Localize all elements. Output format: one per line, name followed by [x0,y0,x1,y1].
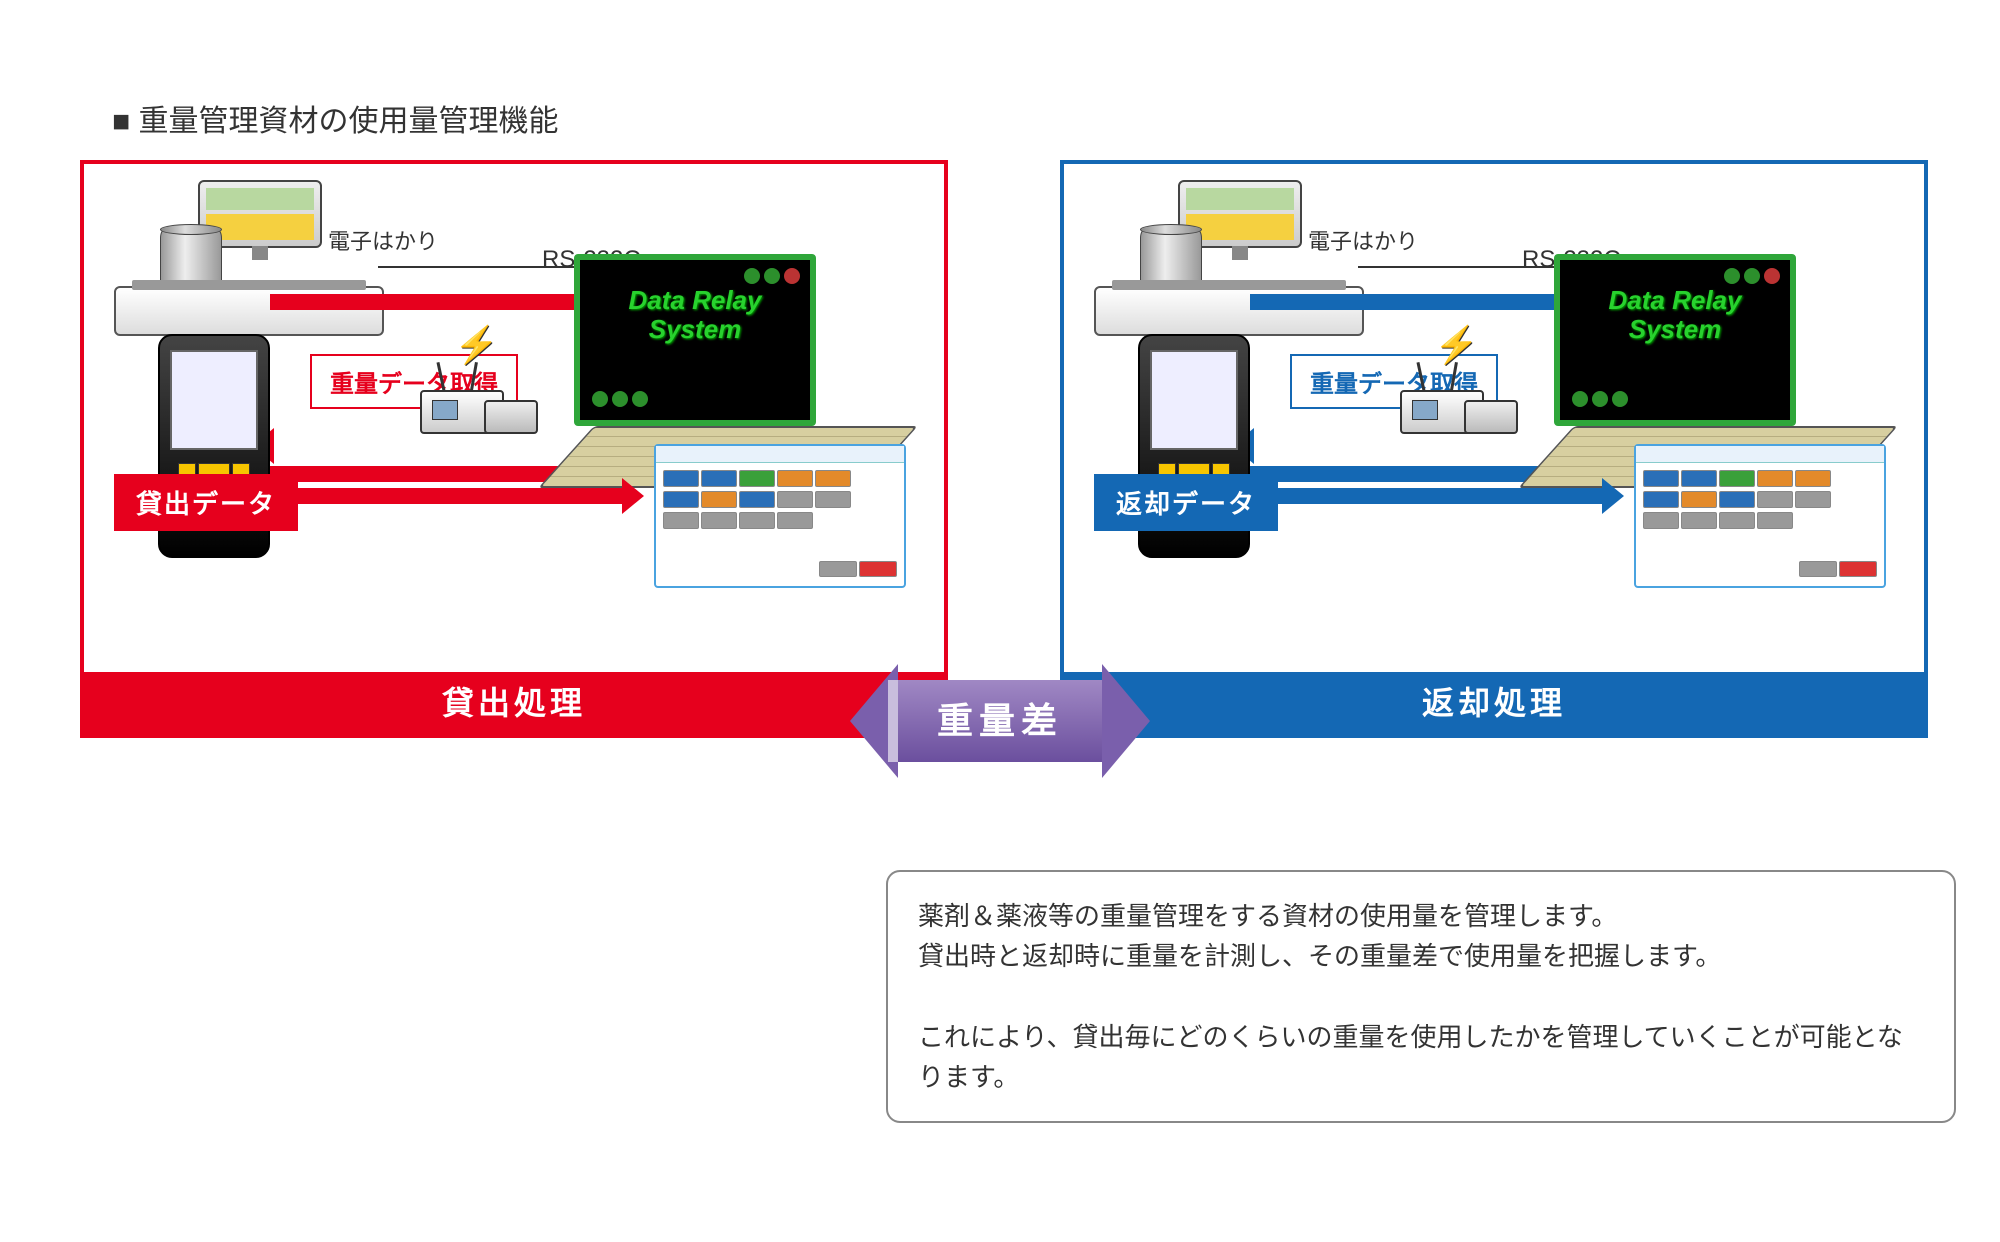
lend-data-tag: 貸出データ [114,474,298,531]
return-data-tag: 返却データ [1094,474,1278,531]
return-arrow [1262,488,1604,504]
monitor-title-1: Data Relay [1609,285,1742,315]
relay-monitor-icon: Data RelaySystem [1554,254,1796,426]
monitor-title-1: Data Relay [629,285,762,315]
section-title: 重量管理資材の使用量管理機能 [112,96,558,140]
app-buttons [656,463,904,534]
monitor-title-2: System [1629,314,1722,344]
radio-base-icon [420,378,530,434]
scale-label: 電子はかり [1308,224,1418,256]
app-window-icon [654,444,906,588]
return-panel: 電子はかり RS-232C 重量データ取得 ⚡ Data RelaySystem [1060,160,1928,738]
note-line-2: 貸出時と返却時に重量を計測し、その重量差で使用量を把握します。 [918,941,1721,971]
note-line-3: これにより、貸出毎にどのくらいの重量を使用したかを管理していくことが可能となりま… [918,1022,1903,1092]
monitor-title-2: System [649,314,742,344]
radio-base-icon [1400,378,1510,434]
lend-arrow [282,488,624,504]
return-footer: 返却処理 [1064,672,1924,734]
description-note: 薬剤＆薬液等の重量管理をする資材の使用量を管理します。 貸出時と返却時に重量を計… [886,870,1956,1123]
app-window-icon [1634,444,1886,588]
wireless-icon: ⚡ [454,324,499,366]
note-line-1: 薬剤＆薬液等の重量管理をする資材の使用量を管理します。 [918,901,1617,931]
scale-label: 電子はかり [328,224,438,256]
app-buttons [1636,463,1884,534]
weight-diff-badge: 重量差 [850,680,1150,762]
lend-panel: 電子はかり RS-232C 重量データ取得 ⚡ Data RelaySystem [80,160,948,738]
wireless-icon: ⚡ [1434,324,1479,366]
relay-monitor-icon: Data RelaySystem [574,254,816,426]
weight-diff-label: 重量差 [937,700,1063,741]
lend-footer: 貸出処理 [84,672,944,734]
